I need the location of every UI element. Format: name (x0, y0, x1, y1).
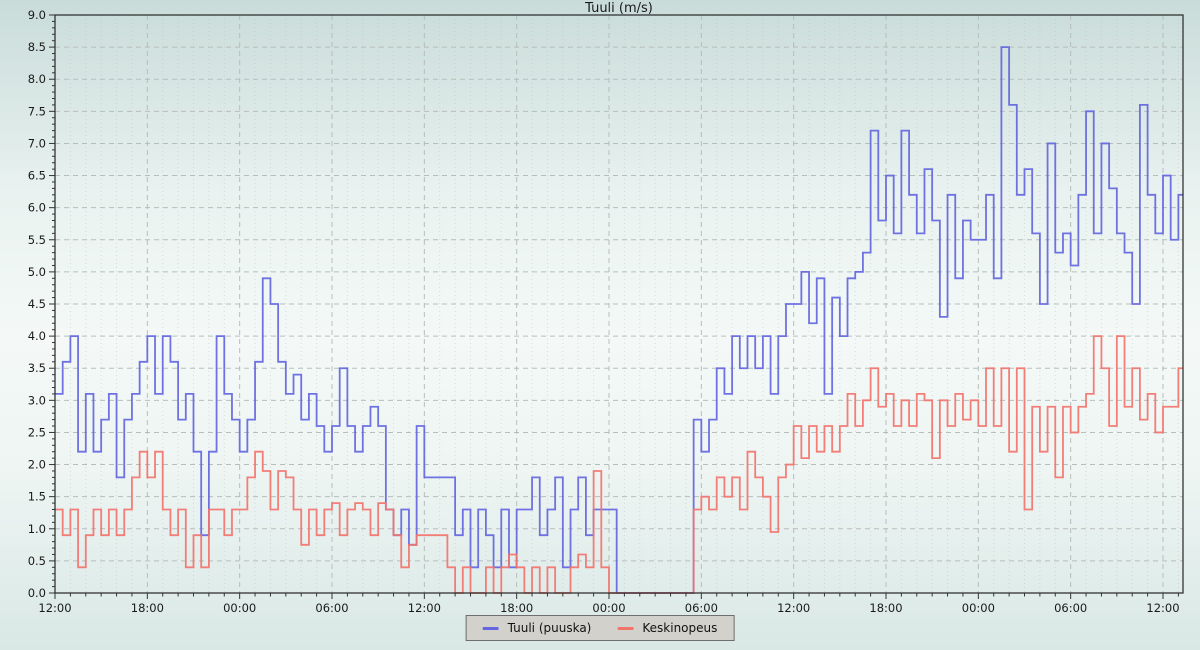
y-tick-label: 7.5 (28, 104, 46, 118)
series-gust (55, 46, 1183, 594)
x-tick-label: 12:00 (777, 601, 810, 615)
x-tick-label: 00:00 (592, 601, 625, 615)
y-tick-label: 4.5 (28, 297, 46, 311)
legend: Tuuli (puuska) Keskinopeus (465, 615, 735, 641)
x-tick-label: 06:00 (685, 601, 718, 615)
y-tick-label: 8.5 (28, 40, 46, 54)
y-tick-label: 5.0 (28, 265, 46, 279)
y-axis-ticks: 0.0 0.5 1.0 1.5 2.0 2.5 3.0 3.5 4.0 4.5 5.0 5.5 6.0 6… (28, 8, 55, 600)
y-tick-label: 7.0 (28, 136, 46, 150)
x-axis-ticks: 12:00 18:00 00:00 06:00 12:00 18:00 00:00 06:00… (38, 593, 1180, 615)
y-tick-label: 4.0 (28, 329, 46, 343)
y-tick-label: 0.5 (28, 554, 46, 568)
y-tick-label: 5.5 (28, 233, 46, 247)
y-tick-label: 6.0 (28, 201, 46, 215)
x-tick-label: 06:00 (1054, 601, 1087, 615)
legend-label-average: Keskinopeus (642, 621, 718, 635)
legend-label-gust: Tuuli (puuska) (507, 621, 592, 635)
y-tick-label: 3.5 (28, 361, 46, 375)
y-tick-label: 1.5 (28, 490, 46, 504)
chart-title: Tuuli (m/s) (585, 1, 653, 16)
y-tick-label: 2.5 (28, 425, 46, 439)
x-tick-label: 18:00 (869, 601, 902, 615)
gust-series-swatch-icon (482, 626, 499, 630)
x-tick-label: 00:00 (962, 601, 995, 615)
x-tick-label: 06:00 (315, 601, 348, 615)
y-tick-label: 8.0 (28, 72, 46, 86)
y-tick-label: 6.5 (28, 169, 46, 183)
x-tick-label: 18:00 (131, 601, 164, 615)
y-tick-label: 0.0 (28, 586, 46, 600)
y-tick-label: 1.0 (28, 522, 46, 536)
x-tick-label: 00:00 (223, 601, 256, 615)
series-path-0 (55, 46, 1183, 594)
x-tick-label: 12:00 (1146, 601, 1179, 615)
y-tick-label: 9.0 (28, 8, 46, 22)
legend-item-gust: Tuuli (puuska) (482, 621, 592, 635)
average-series-swatch-icon (617, 626, 634, 630)
y-tick-label: 2.0 (28, 458, 46, 472)
y-tick-label: 3.0 (28, 393, 46, 407)
x-tick-label: 18:00 (500, 601, 533, 615)
legend-item-average: Keskinopeus (617, 621, 717, 635)
x-tick-label: 12:00 (408, 601, 441, 615)
x-tick-label: 12:00 (38, 601, 71, 615)
